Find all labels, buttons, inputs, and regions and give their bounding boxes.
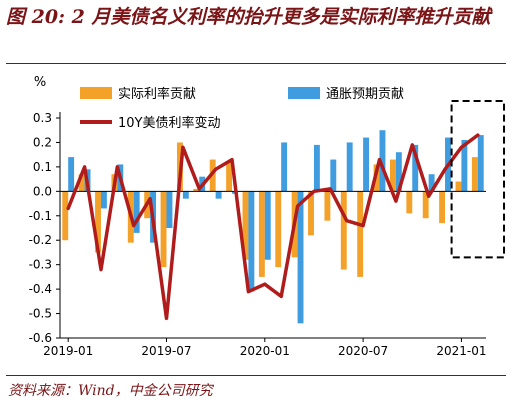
legend-label-line: 10Y美债利率变动 [118, 115, 220, 131]
source-divider [6, 375, 506, 376]
chart: % 实际利率贡献 通胀预期贡献 10Y美债利率变动 -0.6-0.5-0.4-0… [29, 75, 506, 358]
bar-inflation-expectation [428, 174, 435, 192]
y-tick-label: -0.5 [29, 307, 52, 321]
bar-real-rate [406, 191, 413, 214]
highlight-box [450, 100, 506, 259]
bar-real-rate [226, 162, 233, 192]
y-tick-label: -0.3 [29, 258, 52, 272]
bar-real-rate [455, 181, 462, 192]
bar-real-rate [389, 159, 396, 192]
bar-real-rate [78, 174, 85, 192]
bar-real-rate [340, 191, 347, 270]
bar-inflation-expectation [412, 144, 419, 192]
x-tick-label: 2020-01 [240, 344, 290, 358]
y-tick-label: -0.2 [29, 233, 52, 247]
source-note: 资料来源：Wind，中金公司研究 [8, 383, 213, 399]
bar-inflation-expectation [133, 191, 140, 233]
y-tick-label: -0.4 [29, 282, 52, 296]
y-tick-label: 0.0 [33, 184, 52, 198]
title-divider [6, 63, 506, 64]
bar-inflation-expectation [281, 142, 288, 192]
legend-swatch-infl [288, 87, 320, 99]
legend: 实际利率贡献 通胀预期贡献 10Y美债利率变动 [80, 86, 404, 131]
legend-swatch-real [80, 87, 112, 99]
bar-real-rate [160, 191, 167, 268]
bar-real-rate [62, 191, 69, 241]
bar-inflation-expectation [215, 191, 222, 199]
bar-inflation-expectation [346, 142, 353, 192]
bar-inflation-expectation [68, 157, 75, 192]
bar-real-rate [275, 191, 282, 268]
bar-real-rate [242, 191, 249, 260]
bar-real-rate [357, 191, 364, 277]
bar-inflation-expectation [264, 191, 271, 260]
x-tick-label: 2021-01 [436, 344, 486, 358]
bar-inflation-expectation [166, 191, 173, 228]
bar-inflation-expectation [461, 140, 468, 192]
x-tick-label: 2019-07 [141, 344, 191, 358]
bar-real-rate [422, 191, 429, 219]
y-tick-label: 0.1 [33, 160, 52, 174]
line-10y-yield-change [66, 133, 480, 321]
x-tick-label: 2019-01 [43, 344, 93, 358]
bar-real-rate [439, 191, 446, 224]
bar-real-rate [258, 191, 265, 277]
bar-inflation-expectation [313, 144, 320, 192]
x-tick-label: 2020-07 [338, 344, 388, 358]
y-axis-label: % [34, 75, 46, 90]
bar-inflation-expectation [477, 135, 484, 192]
bar-inflation-expectation [182, 191, 189, 199]
legend-label-real: 实际利率贡献 [118, 86, 196, 102]
bar-real-rate [193, 188, 200, 192]
figure-title: 图 20: 2 月美债名义利率的抬升更多是实际利率推升贡献 [6, 6, 491, 28]
bar-real-rate [471, 157, 478, 192]
bar-inflation-expectation [297, 191, 304, 324]
y-tick-label: -0.1 [29, 209, 52, 223]
bar-real-rate [95, 191, 101, 253]
bar-inflation-expectation [379, 130, 386, 192]
bar-inflation-expectation [100, 191, 107, 209]
bar-inflation-expectation [330, 159, 337, 192]
y-tick-label: 0.3 [33, 111, 52, 125]
bar-real-rate [308, 191, 314, 236]
bar-inflation-expectation [395, 152, 402, 192]
bar-inflation-expectation [248, 191, 255, 292]
bar-inflation-expectation [363, 137, 370, 192]
bar-real-rate [324, 191, 331, 221]
y-tick-label: -0.6 [29, 331, 52, 345]
plot-area: -0.6 -0.5 -0.4 -0.3 -0.2 -0.1 0.0 0.1 0.2 0.3 2019… [29, 100, 506, 358]
legend-label-infl: 通胀预期贡献 [326, 87, 404, 102]
y-tick-label: 0.2 [33, 135, 52, 149]
